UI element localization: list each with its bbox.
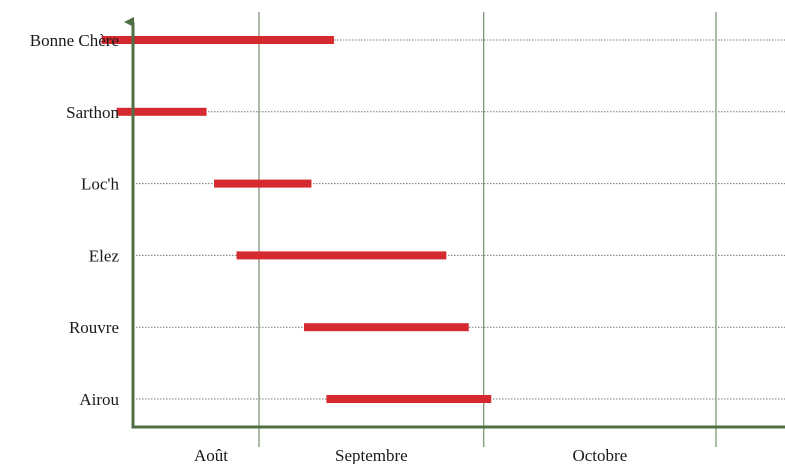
month-label: Septembre — [335, 446, 408, 464]
category-label: Rouvre — [69, 318, 119, 337]
category-label: Elez — [89, 246, 120, 265]
month-labels: Août Septembre Octobre — [194, 446, 627, 464]
range-bars — [101, 36, 492, 403]
category-guides — [133, 39, 785, 400]
range-bar — [303, 323, 469, 332]
range-bar — [116, 107, 207, 116]
category-label: Loc'h — [81, 175, 119, 194]
range-bar — [326, 395, 492, 403]
category-label: Airou — [79, 390, 119, 409]
category-label: Bonne Chère — [30, 31, 119, 50]
category-labels: Bonne Chère Sarthon Loc'h Elez Rouvre Airou — [30, 31, 120, 409]
range-bar — [214, 179, 312, 188]
axes — [124, 17, 785, 429]
category-label: Sarthon — [66, 103, 119, 122]
range-bar — [101, 36, 334, 44]
range-bar — [236, 251, 447, 260]
month-label: Octobre — [572, 446, 627, 464]
month-label: Août — [194, 446, 228, 464]
grid-lines — [258, 12, 717, 447]
